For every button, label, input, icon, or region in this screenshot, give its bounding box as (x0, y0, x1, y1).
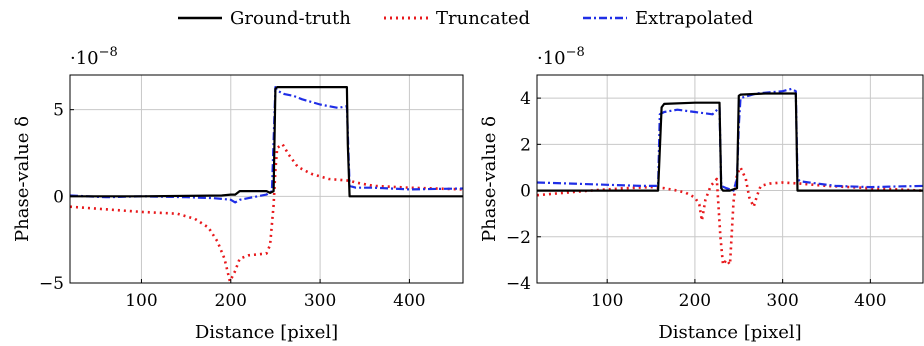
exponent-power: −8 (566, 45, 585, 60)
exponent-base: ·10 (537, 48, 566, 69)
y-tick-label: 0 (520, 182, 531, 202)
series-group (70, 86, 463, 283)
series-line-extrapolated (537, 87, 923, 192)
x-tick-label: 300 (304, 291, 336, 311)
left-chart-panel: 100 200 300 400 −5 0 5 Distance [pixel] Phase-va… (12, 45, 464, 343)
x-tick-label: 100 (125, 291, 157, 311)
x-tick-label: 400 (854, 291, 886, 311)
legend-label-1: Truncated (436, 8, 530, 29)
y-tick-label: 0 (53, 187, 64, 207)
series-line-extrapolated (70, 86, 463, 204)
series-line-ground-truth (70, 86, 463, 198)
legend-label-2: Extrapolated (635, 8, 753, 29)
x-axis-label: Distance [pixel] (658, 322, 801, 343)
x-tick-label: 200 (215, 291, 247, 311)
plot-frame (69, 74, 464, 284)
x-tick-label: 200 (679, 291, 711, 311)
y-tick-label: −5 (39, 274, 64, 294)
legend: Ground-truth Truncated Extrapolated (178, 8, 753, 29)
y-axis-label: Phase-value δ (479, 116, 500, 242)
series-group (537, 87, 923, 266)
y-tick-label: −2 (506, 228, 531, 248)
right-chart-panel: 100 200 300 400 −4 −2 0 2 4 Distance [pixel] Phase… (479, 45, 924, 343)
y-exponent-label: ·10−8 (537, 45, 585, 69)
exponent-base: ·10 (70, 48, 99, 69)
x-tick-label: 400 (393, 291, 425, 311)
plot-frame (536, 74, 924, 284)
exponent-power: −8 (99, 45, 118, 60)
legend-label-0: Ground-truth (230, 8, 351, 29)
y-tick-label: 4 (520, 89, 531, 109)
y-tick-label: 5 (53, 101, 64, 121)
x-axis-label: Distance [pixel] (195, 322, 338, 343)
x-tick-label: 300 (766, 291, 798, 311)
y-tick-label: −4 (506, 274, 531, 294)
series-line-truncated (70, 143, 463, 283)
series-line-ground-truth (537, 92, 923, 192)
y-exponent-label: ·10−8 (70, 45, 118, 69)
y-axis-label: Phase-value δ (12, 116, 33, 242)
y-tick-label: 2 (520, 135, 531, 155)
series-line-truncated (537, 166, 923, 266)
x-tick-label: 100 (591, 291, 623, 311)
